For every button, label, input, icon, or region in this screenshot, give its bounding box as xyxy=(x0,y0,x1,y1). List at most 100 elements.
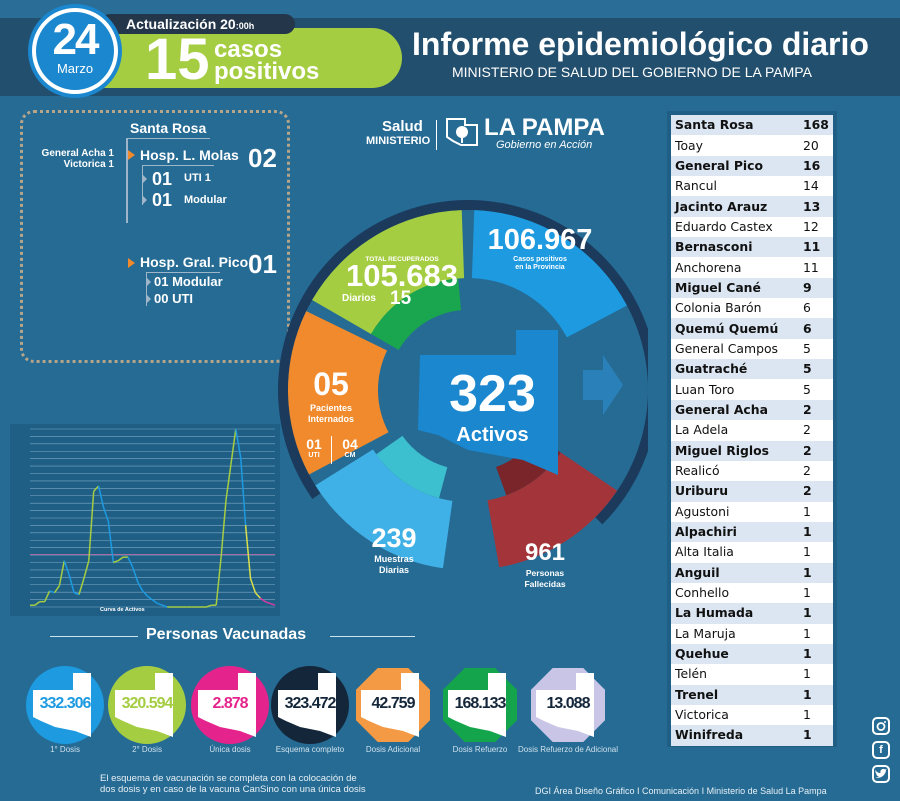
table-row: General Campos 5 xyxy=(671,338,833,360)
table-row: Guatraché 5 xyxy=(671,359,833,380)
chart-line-segment xyxy=(58,560,66,586)
instagram-icon[interactable] xyxy=(872,717,890,735)
vaccination-value: 13.088 xyxy=(546,695,591,712)
vaccination-label: Dosis Refuerzo xyxy=(452,745,508,754)
vaccination-value: 323.472 xyxy=(284,695,337,712)
circle-badge-shape xyxy=(191,666,269,744)
update-time-suffix: :00h xyxy=(235,21,255,31)
footer-credit: DGI Área Diseño Gráfico I Comunicación I… xyxy=(535,786,827,796)
vaccination-badge: 2.878 xyxy=(190,665,270,745)
municipality-name: Telén xyxy=(671,664,799,685)
logo-ministerio: MINISTERIO xyxy=(366,135,431,147)
arrow-icon xyxy=(143,175,147,183)
municipality-name: Conhello xyxy=(671,582,799,604)
hospitalized-count: 05 xyxy=(313,366,349,402)
table-row: Quehue 1 xyxy=(671,643,833,665)
municipality-name: Jacinto Arauz xyxy=(671,196,799,217)
vaccination-label: 2° Dosis xyxy=(132,745,162,754)
table-row: General Pico 16 xyxy=(671,155,833,177)
table-row: Agustoni 1 xyxy=(671,501,833,522)
other-locations: General Acha 1 Victorica 1 xyxy=(24,148,114,170)
municipality-name: Winifreda xyxy=(671,725,799,746)
arrow-icon xyxy=(147,295,151,303)
table-row: Victorica 1 xyxy=(671,704,833,726)
chart-line-segment xyxy=(244,525,252,579)
municipality-name: La Humada xyxy=(671,603,799,624)
municipality-cases: 5 xyxy=(799,359,833,380)
table-row: Telén 1 xyxy=(671,664,833,685)
table-row: Quemú Quemú 6 xyxy=(671,318,833,339)
municipality-name: Guatraché xyxy=(671,359,799,380)
chart-line-segment xyxy=(53,585,61,594)
municipality-name: Alta Italia xyxy=(671,542,799,563)
divider xyxy=(331,436,332,464)
logo-province: LA PAMPA xyxy=(484,114,605,141)
chart-line-segment xyxy=(132,567,139,583)
chart-line-segment xyxy=(127,556,134,569)
table-row: La Maruja 1 xyxy=(671,623,833,644)
municipality-cases: 168 xyxy=(799,115,833,136)
municipality-cases: 1 xyxy=(799,684,833,705)
recovered-daily: 15 xyxy=(390,288,412,309)
chart-line-segment xyxy=(44,590,51,602)
other-location: Victorica 1 xyxy=(63,159,114,170)
pico-uti: 00 UTI xyxy=(154,291,193,306)
pico-modular-label: Modular xyxy=(172,274,223,289)
samples-segment xyxy=(315,449,453,569)
municipality-name: Agustoni xyxy=(671,501,799,522)
chart-line-segment xyxy=(147,595,153,601)
table-row: Colonia Barón 6 xyxy=(671,298,833,319)
chart-line-segment xyxy=(73,592,80,596)
vaccination-value: 2.878 xyxy=(212,695,248,712)
molas-uti-num: 01 xyxy=(152,169,173,189)
deaths-label-1: Personas xyxy=(525,568,565,578)
facebook-icon[interactable]: f xyxy=(872,741,890,759)
municipality-name: Quemú Quemú xyxy=(671,318,799,339)
page-title: Informe epidemiológico diario xyxy=(412,26,869,62)
municipality-cases: 2 xyxy=(799,460,833,482)
chart-line-segment xyxy=(239,457,247,526)
chart-line-segment xyxy=(264,600,271,605)
municipality-cases: 1 xyxy=(799,664,833,685)
deaths-label-2: Fallecidas xyxy=(524,579,566,589)
recovered-daily-label: Diarios xyxy=(342,293,376,304)
twitter-icon[interactable] xyxy=(872,765,890,783)
other-location: General Acha 1 xyxy=(41,148,114,159)
table-row: Trenel 1 xyxy=(671,684,833,705)
date-month: Marzo xyxy=(56,61,94,76)
table-row: General Acha 2 xyxy=(671,399,833,421)
municipality-cases: 1 xyxy=(799,521,833,543)
municipality-name: Eduardo Castex xyxy=(671,216,799,238)
municipality-name: Miguel Cané xyxy=(671,277,799,299)
chart-line-segment xyxy=(93,485,100,492)
table-row: Winifreda 1 xyxy=(671,725,833,746)
hospitalized-segment xyxy=(288,311,389,475)
molas-uti-label: UTI 1 xyxy=(184,172,211,184)
municipality-name: Anguil xyxy=(671,562,799,583)
vaccination-badge: 332.306 xyxy=(25,665,105,745)
table-row: Rancul 14 xyxy=(671,176,833,197)
municipality-cases: 11 xyxy=(799,257,833,278)
hospital-molas-count: 02 xyxy=(248,143,277,173)
chart-line-segment xyxy=(88,491,95,561)
table-row: Bernasconi 11 xyxy=(671,237,833,258)
chart-title: Curva de Activos xyxy=(100,607,145,613)
municipality-cases: 16 xyxy=(799,155,833,177)
vaccination-value: 320.594 xyxy=(121,695,174,712)
chart-line-segment xyxy=(235,428,242,458)
tree-line xyxy=(146,272,220,273)
molas-modular-num: 01 xyxy=(152,190,173,210)
arrow-icon xyxy=(143,196,147,204)
province-map-icon xyxy=(198,673,256,737)
active-label: Activos xyxy=(456,424,529,446)
municipality-cases: 9 xyxy=(799,277,833,299)
municipality-name: General Campos xyxy=(671,338,799,360)
positives-segment xyxy=(471,210,627,338)
table-row: Miguel Riglos 2 xyxy=(671,440,833,461)
footer-note-2: dos dosis y en caso de la vacuna CanSino… xyxy=(100,784,366,795)
hospital-molas-name: Hosp. L. Molas xyxy=(140,147,239,163)
municipality-cases: 1 xyxy=(799,704,833,726)
footer-note-1: El esquema de vacunación se completa con… xyxy=(100,773,357,784)
province-map-icon xyxy=(448,673,506,737)
positives-label: Casos positivos en la Provincia xyxy=(470,256,610,272)
